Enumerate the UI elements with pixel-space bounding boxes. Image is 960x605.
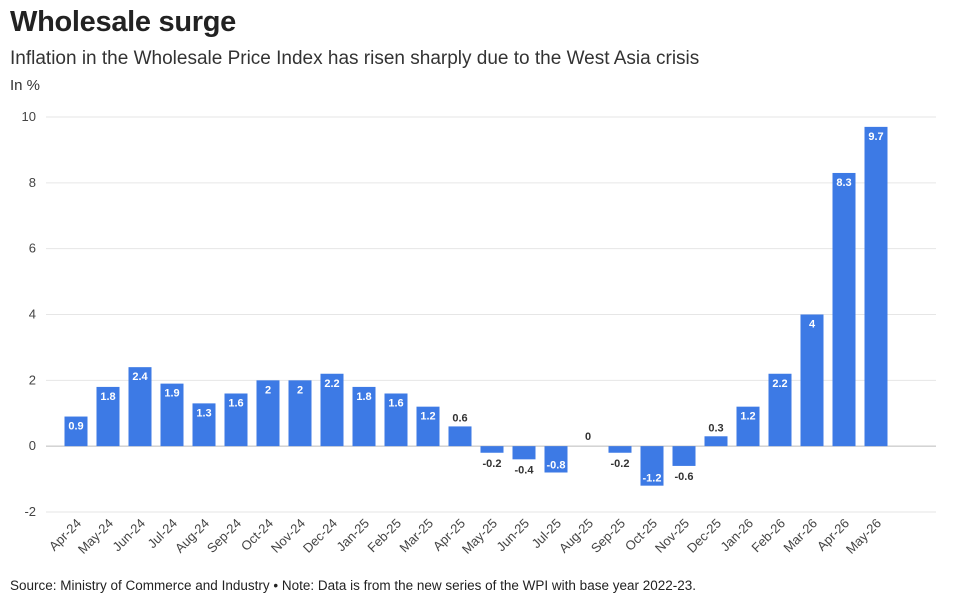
- data-label: 2: [265, 384, 271, 396]
- bar: [352, 386, 376, 447]
- x-axis-ticks: Apr-24May-24Jun-24Jul-24Aug-24Sep-24Oct-…: [46, 516, 884, 557]
- data-label: 0.6: [452, 412, 467, 424]
- data-label: 2.2: [324, 378, 339, 390]
- bar: [512, 446, 536, 460]
- data-label: 2.4: [132, 371, 148, 383]
- y-tick-label: 2: [29, 372, 36, 387]
- bar: [384, 393, 408, 447]
- y-tick-label: -2: [24, 504, 36, 519]
- data-labels: 0.9 1.8 2.4 1.9 1.3 1.6 2 2 2.2 1.8 1.6 1.2 0.6 -0.2 -…: [68, 131, 883, 485]
- x-tick-label: Feb-25: [364, 516, 404, 556]
- y-tick-label: 8: [29, 175, 36, 190]
- data-label: 4: [809, 319, 816, 331]
- data-label: 1.6: [388, 398, 403, 410]
- data-label: 0: [585, 431, 591, 443]
- data-label: -0.2: [483, 458, 502, 470]
- data-label: 0.9: [68, 421, 83, 433]
- bar: [224, 393, 248, 447]
- x-tick-label: Mar-26: [780, 516, 820, 556]
- x-tick-label: Aug-24: [172, 516, 212, 556]
- bar: [672, 446, 696, 466]
- x-tick-label: Dec-24: [300, 516, 340, 556]
- data-label: 1.9: [164, 388, 179, 400]
- bars: [64, 126, 888, 486]
- x-tick-label: May-24: [75, 516, 116, 557]
- grid-lines: [46, 116, 936, 513]
- unit-label: In %: [10, 77, 41, 94]
- bar: [256, 380, 280, 447]
- x-tick-label: Sep-25: [588, 516, 628, 556]
- y-tick-label: 0: [29, 438, 36, 453]
- y-axis-ticks: -2 0 2 4 6 8 10: [22, 109, 36, 519]
- x-tick-label: Mar-25: [396, 516, 436, 556]
- bar: [800, 314, 824, 447]
- data-label: 1.6: [228, 398, 243, 410]
- data-label: 8.3: [836, 177, 851, 189]
- x-tick-label: Nov-25: [652, 516, 692, 556]
- bar: [544, 446, 568, 473]
- x-tick-label: Sep-24: [204, 516, 244, 556]
- x-tick-label: May-25: [459, 516, 500, 557]
- data-label: 2.2: [772, 378, 787, 390]
- data-label: -0.8: [547, 460, 566, 472]
- x-tick-label: Nov-24: [268, 516, 308, 556]
- bar: [160, 383, 184, 447]
- data-label: -0.2: [611, 458, 630, 470]
- bar: [640, 446, 664, 486]
- bar: [320, 373, 344, 447]
- x-tick-label: Feb-26: [748, 516, 788, 556]
- x-tick-label: Jan-26: [717, 516, 756, 555]
- x-tick-label: Jun-24: [109, 516, 148, 555]
- bar: [704, 436, 728, 447]
- data-label: -0.4: [515, 464, 535, 476]
- chart-title: Wholesale surge: [10, 6, 236, 38]
- bar-chart: -2 0 2 4 6 8 10 0.9 1.8 2.4 1.9 1.3 1.6 2 2 2.2 1.8 1.6 1…: [22, 109, 936, 557]
- x-tick-label: Dec-25: [684, 516, 724, 556]
- bar: [192, 403, 216, 447]
- bar: [128, 367, 152, 447]
- source-note: Source: Ministry of Commerce and Industr…: [10, 578, 697, 593]
- data-label: -0.6: [675, 471, 694, 483]
- data-label: -1.2: [643, 473, 662, 485]
- bar: [768, 373, 792, 447]
- data-label: 2: [297, 384, 303, 396]
- bar: [832, 172, 856, 447]
- data-label: 1.3: [196, 407, 211, 419]
- chart-subtitle: Inflation in the Wholesale Price Index h…: [10, 48, 700, 69]
- bar: [480, 446, 504, 453]
- data-label: 1.2: [420, 411, 435, 423]
- data-label: 1.8: [356, 391, 371, 403]
- bar: [288, 380, 312, 447]
- data-label: 1.2: [740, 411, 755, 423]
- x-tick-label: Jan-25: [333, 516, 372, 555]
- bar: [736, 406, 760, 447]
- y-tick-label: 4: [29, 307, 36, 322]
- data-label: 1.8: [100, 391, 115, 403]
- bar: [64, 416, 88, 447]
- y-tick-label: 6: [29, 241, 36, 256]
- bar: [864, 126, 888, 447]
- data-label: 9.7: [868, 131, 883, 143]
- bar: [416, 406, 440, 447]
- x-tick-label: Jun-25: [493, 516, 532, 555]
- bar: [96, 386, 120, 447]
- bar: [448, 426, 472, 447]
- x-tick-label: May-26: [843, 516, 884, 557]
- y-tick-label: 10: [22, 109, 36, 124]
- bar: [608, 446, 632, 453]
- x-tick-label: Aug-25: [556, 516, 596, 556]
- data-label: 0.3: [708, 422, 723, 434]
